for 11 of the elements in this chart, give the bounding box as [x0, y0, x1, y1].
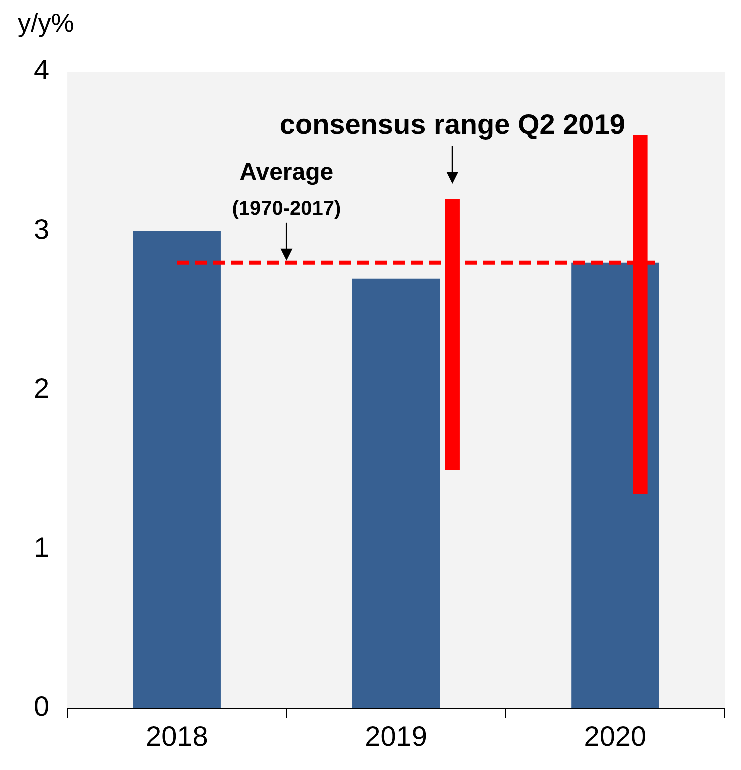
y-tick-label: 2 — [34, 372, 50, 404]
annotation: consensus range Q2 2019 — [280, 109, 626, 140]
y-tick-label: 4 — [34, 54, 50, 86]
x-tick-label: 2018 — [146, 720, 208, 752]
y-tick-label: 0 — [34, 691, 50, 722]
y-axis-title: y/y% — [18, 8, 74, 38]
ref-line-label: Average (1970-2017) — [232, 158, 342, 220]
x-tick-label: 2020 — [584, 720, 647, 752]
y-tick-label: 1 — [34, 532, 50, 564]
y-tick-label: 3 — [34, 214, 50, 245]
x-tick-label: 2019 — [365, 720, 428, 752]
